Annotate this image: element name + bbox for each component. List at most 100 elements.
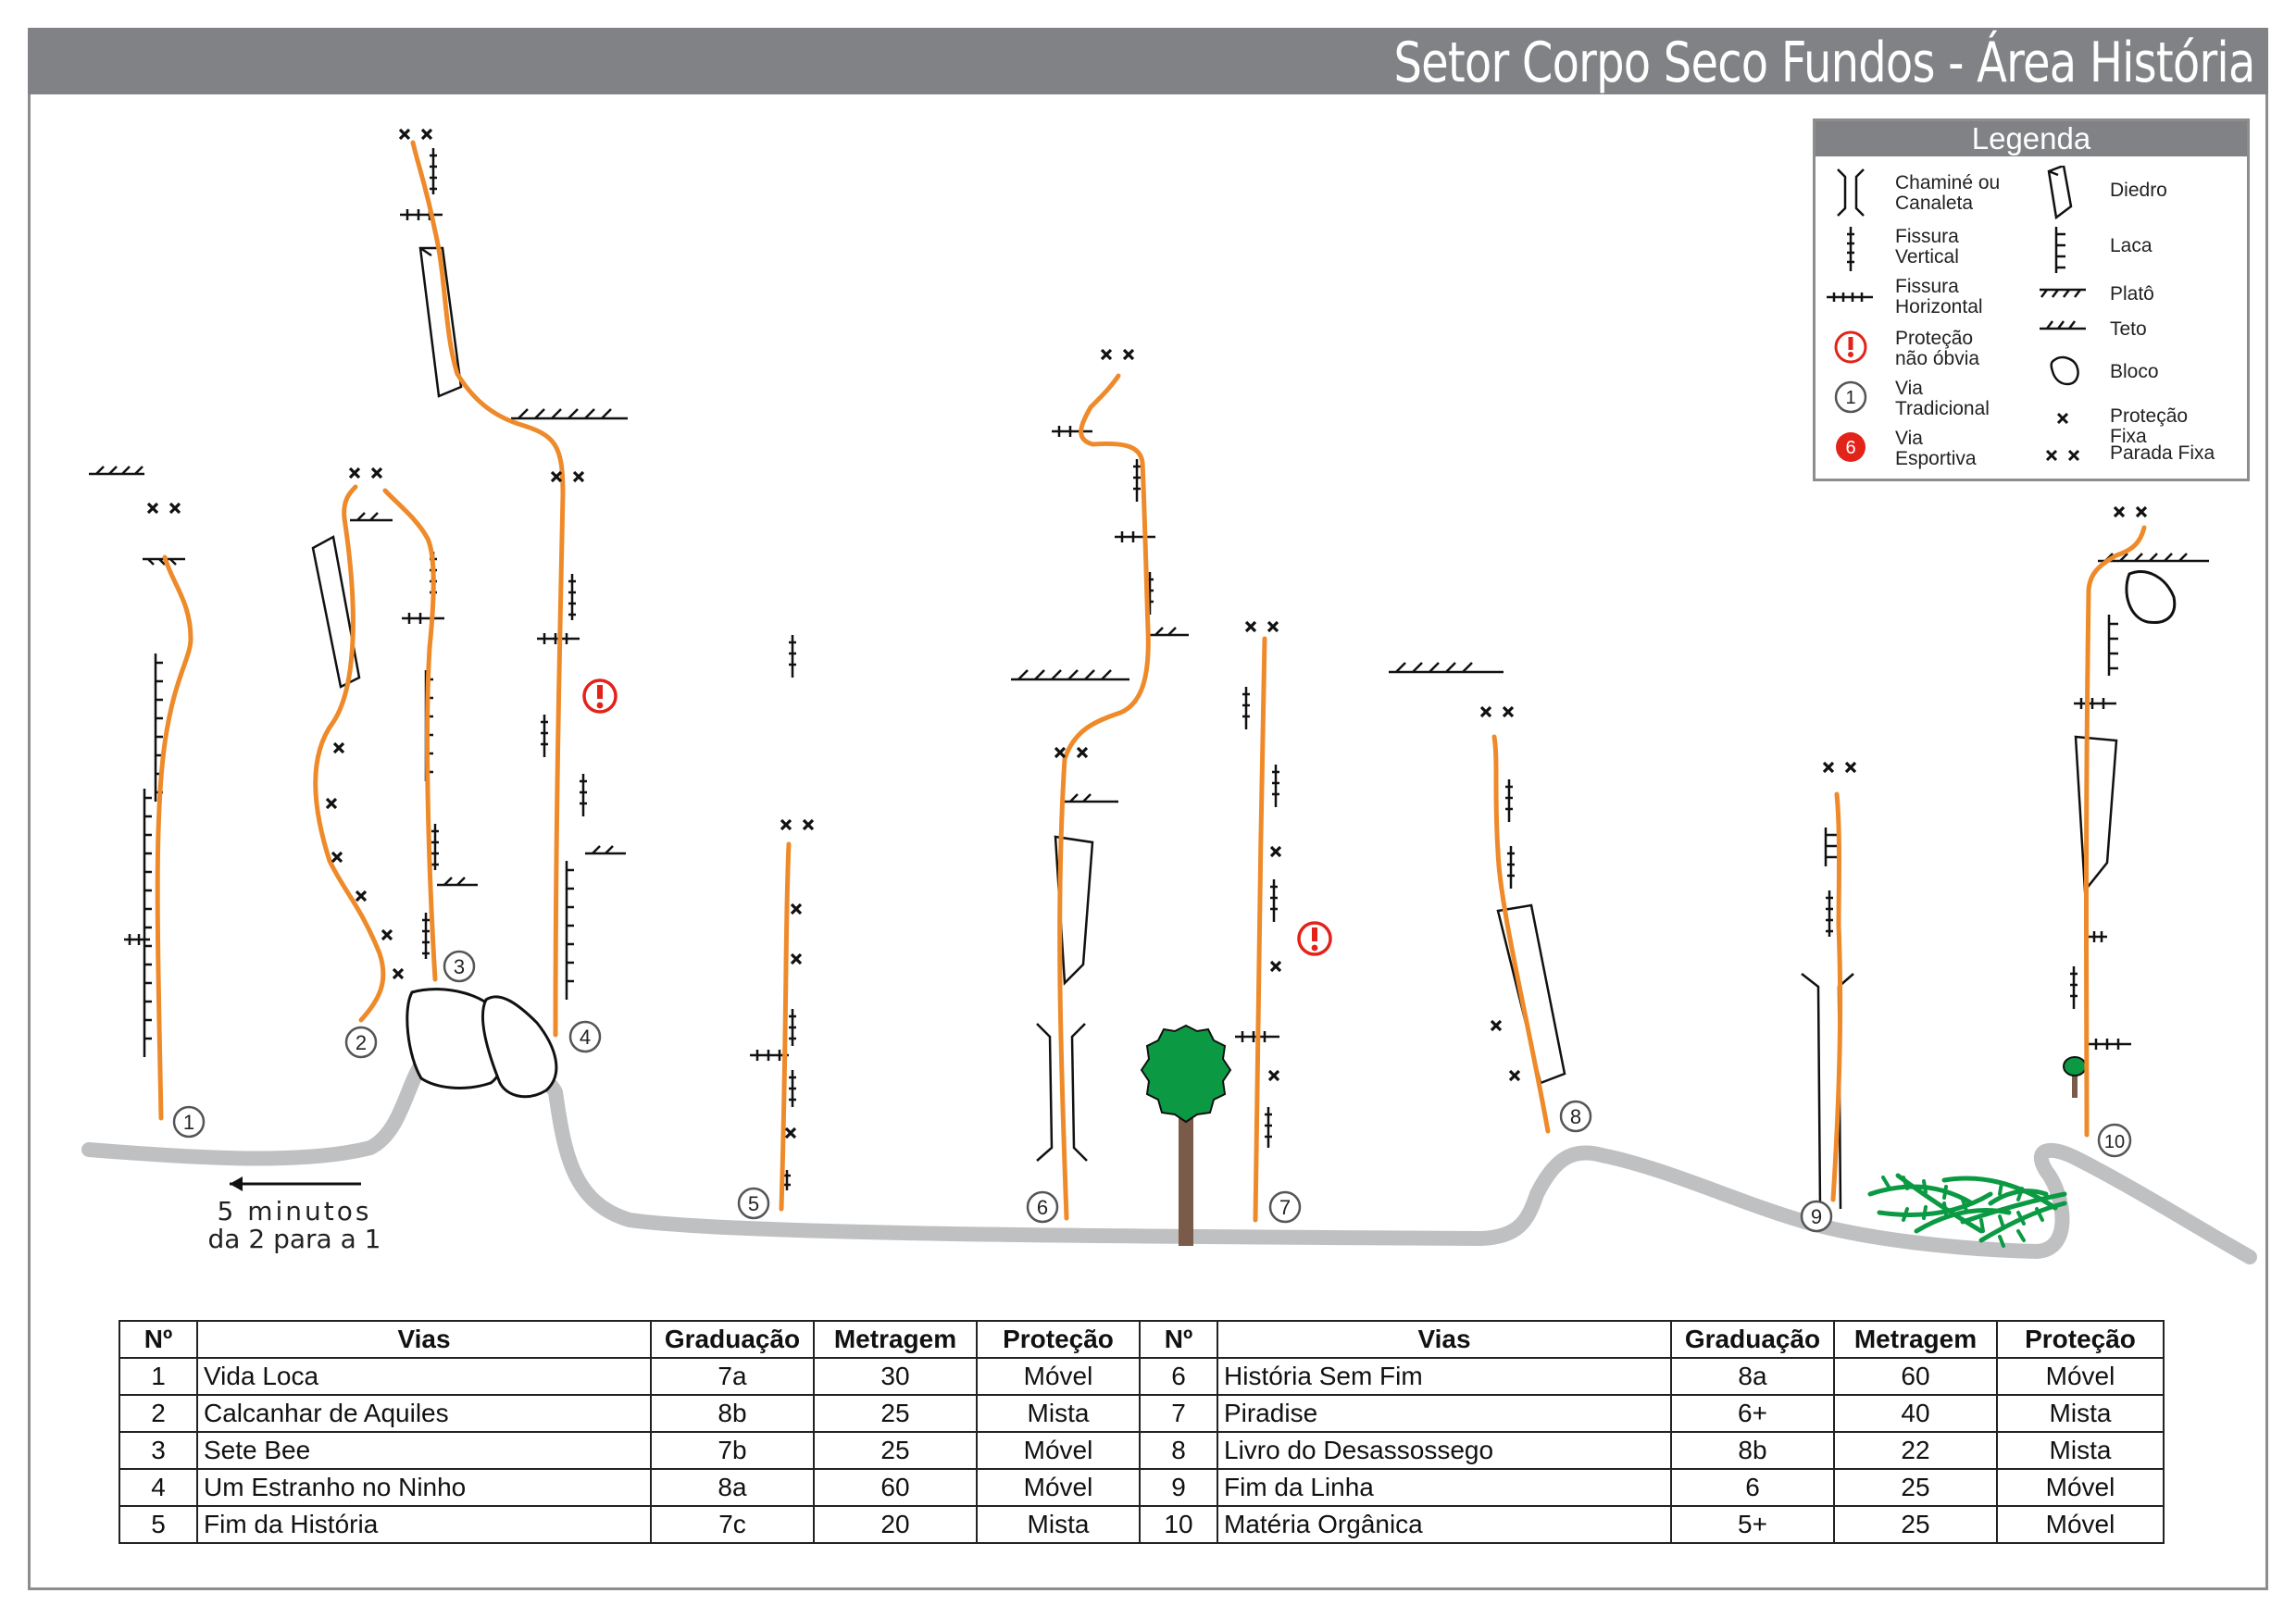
svg-text:6: 6 <box>1845 438 1855 458</box>
route-grade: 8a <box>1670 1357 1835 1396</box>
route-grade: 7c <box>650 1505 815 1544</box>
route-length: 40 <box>1833 1394 1998 1433</box>
route-grade: 5+ <box>1670 1505 1835 1544</box>
route-name: Matéria Orgânica <box>1217 1505 1672 1544</box>
col-header-grade: Graduação <box>650 1320 815 1359</box>
legend-label-boulder: Bloco <box>2110 361 2159 382</box>
svg-text:1: 1 <box>183 1111 194 1134</box>
route-number-4[interactable]: 4 <box>568 1020 602 1053</box>
legend-label-dihedral: Diedro <box>2110 180 2167 201</box>
col-header-length: Metragem <box>813 1320 978 1359</box>
route-name: Um Estranho no Ninho <box>196 1468 652 1507</box>
legend-label-chimney: Chaminé ou Canaleta <box>1895 172 2001 214</box>
route-grade: 7b <box>650 1431 815 1470</box>
table-header-row: Nº Vias Graduação Metragem Proteção Nº V… <box>119 1320 2165 1359</box>
col-header-route: Vias <box>196 1320 652 1359</box>
sport-route-icon: 6 <box>1836 432 1866 462</box>
fern-bush-icon <box>1867 1173 2067 1248</box>
col-header-number: Nº <box>119 1320 198 1359</box>
route-protection: Móvel <box>976 1468 1141 1507</box>
route-length: 25 <box>813 1394 978 1433</box>
route-number-1[interactable]: 1 <box>172 1105 206 1139</box>
route-number-8[interactable]: 8 <box>1559 1100 1592 1133</box>
route-number-9[interactable]: 9 <box>1800 1200 1833 1233</box>
route-name: Livro do Desassossego <box>1217 1431 1672 1470</box>
flake-icon <box>2054 227 2065 273</box>
route-line-1 <box>155 554 193 1121</box>
svg-text:2: 2 <box>356 1031 367 1054</box>
page-title: Setor Corpo Seco Fundos - Área História <box>1393 31 2256 95</box>
route-lines <box>155 140 2147 1223</box>
col-header-protection: Proteção <box>976 1320 1141 1359</box>
legend-label-roof: Teto <box>2110 318 2147 340</box>
route-number: 2 <box>119 1394 198 1433</box>
route-name: Piradise <box>1217 1394 1672 1433</box>
route-length: 25 <box>1833 1468 1998 1507</box>
route-length: 30 <box>813 1357 978 1396</box>
svg-text:3: 3 <box>454 955 465 978</box>
route-number-3[interactable]: 3 <box>443 950 476 983</box>
walk-arrow <box>230 1176 361 1191</box>
walk-note-line2: da 2 para a 1 <box>208 1224 381 1254</box>
route-protection: Mista <box>1996 1394 2165 1433</box>
title-bar <box>28 28 2268 94</box>
legend-label-trad-route: Via Tradicional <box>1895 378 1990 419</box>
chimney-icon <box>1837 168 1865 217</box>
routes-table: Nº Vias Graduação Metragem Proteção Nº V… <box>119 1320 2165 1544</box>
route-number: 8 <box>1139 1431 1218 1470</box>
route-number-5[interactable]: 5 <box>737 1187 770 1220</box>
route-number: 6 <box>1139 1357 1218 1396</box>
warning-icon <box>1297 921 1332 956</box>
horizontal-crack-icon <box>1827 292 1873 302</box>
route-protection: Mista <box>976 1394 1141 1433</box>
route-number-10[interactable]: 10 <box>2097 1123 2132 1158</box>
warning-legend-icon <box>1834 330 1867 364</box>
roof-icon <box>2040 320 2086 330</box>
route-number: 5 <box>119 1505 198 1544</box>
col-header-length: Metragem <box>1833 1320 1998 1359</box>
route-number: 9 <box>1139 1468 1218 1507</box>
route-protection: Móvel <box>1996 1505 2165 1544</box>
route-number: 4 <box>119 1468 198 1507</box>
legend-label-warning: Proteção não óbvia <box>1895 328 1980 369</box>
legend-label-ledge: Platô <box>2110 283 2154 305</box>
dihedral-icon <box>2047 166 2073 220</box>
warning-icon <box>582 678 618 714</box>
boulder-shape <box>2125 570 2177 625</box>
route-name: História Sem Fim <box>1217 1357 1672 1396</box>
route-line-5 <box>779 841 792 1212</box>
route-line-2 <box>313 484 386 1023</box>
small-tree-icon <box>2063 1056 2087 1098</box>
route-number: 3 <box>119 1431 198 1470</box>
route-line-3 <box>382 488 438 982</box>
svg-text:1: 1 <box>1845 388 1855 408</box>
table-row: 2 Calcanhar de Aquiles 8b 25 Mista 7 Pir… <box>119 1394 2165 1433</box>
route-grade: 6 <box>1670 1468 1835 1507</box>
route-length: 60 <box>1833 1357 1998 1396</box>
route-line-8 <box>1491 734 1551 1134</box>
route-name: Sete Bee <box>196 1431 652 1470</box>
col-header-protection: Proteção <box>1996 1320 2165 1359</box>
route-line-10 <box>2084 525 2147 1138</box>
crack-marks <box>124 148 2131 1190</box>
route-name: Calcanhar de Aquiles <box>196 1394 652 1433</box>
svg-text:7: 7 <box>1279 1196 1291 1219</box>
table-row: 4 Um Estranho no Ninho 8a 60 Móvel 9 Fim… <box>119 1468 2165 1507</box>
col-header-route: Vias <box>1217 1320 1672 1359</box>
table-row: 1 Vida Loca 7a 30 Móvel 6 História Sem F… <box>119 1357 2165 1396</box>
route-number: 1 <box>119 1357 198 1396</box>
route-line-4 <box>410 140 566 1038</box>
route-grade: 8b <box>1670 1431 1835 1470</box>
bolt-icon <box>2056 412 2069 425</box>
col-header-number: Nº <box>1139 1320 1218 1359</box>
route-number-2[interactable]: 2 <box>344 1026 378 1059</box>
route-protection: Mista <box>976 1505 1141 1544</box>
route-number-6[interactable]: 6 <box>1026 1190 1059 1224</box>
table-row: 5 Fim da História 7c 20 Mista 10 Matéria… <box>119 1505 2165 1544</box>
legend-label-anchor: Parada Fixa <box>2110 442 2215 464</box>
route-grade: 8b <box>650 1394 815 1433</box>
anchor-icon <box>2045 449 2080 462</box>
route-number-7[interactable]: 7 <box>1268 1190 1302 1224</box>
route-grade: 7a <box>650 1357 815 1396</box>
route-protection: Móvel <box>1996 1357 2165 1396</box>
